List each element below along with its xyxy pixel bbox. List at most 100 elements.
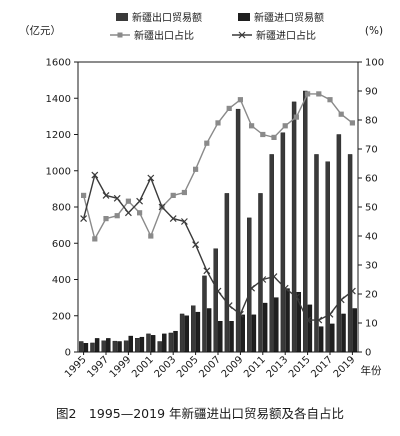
import-share-point [225, 302, 233, 310]
legend-import-bar-swatch [238, 13, 250, 21]
right-tick-label: 60 [365, 174, 378, 185]
export-bar [79, 341, 84, 353]
import-share-point [169, 215, 177, 223]
x-axis-title: 年份 [361, 364, 382, 377]
export-share-point [349, 120, 355, 126]
left-tick-label: 400 [52, 275, 71, 286]
import-bar [94, 338, 100, 353]
right-tick-label: 50 [365, 203, 378, 214]
left-tick-label: 1200 [46, 130, 71, 141]
import-share-point [337, 296, 345, 304]
import-bar [296, 291, 301, 353]
export-bar [247, 217, 252, 353]
import-bar [83, 343, 89, 353]
import-bar [206, 308, 212, 353]
import-share-point [281, 284, 289, 292]
left-tick-label: 1600 [46, 58, 71, 69]
import-share-point [113, 194, 121, 202]
export-bar [291, 101, 297, 353]
export-share-point [237, 97, 243, 103]
export-bar [146, 333, 151, 353]
export-share-point [193, 166, 199, 172]
right-tick-label: 0 [365, 348, 371, 359]
import-bar [285, 288, 290, 353]
export-share-point [204, 140, 210, 146]
export-share-point [271, 134, 277, 140]
export-bar [157, 341, 162, 353]
import-bar [128, 335, 133, 353]
legend-export-bar-label: 新疆出口贸易额 [132, 11, 202, 24]
import-share-point [158, 203, 166, 211]
export-bar [179, 313, 185, 353]
export-bar [224, 193, 230, 353]
export-share-point [316, 91, 322, 97]
export-bar [347, 154, 353, 353]
export-bar [303, 90, 308, 353]
import-bar [117, 341, 122, 353]
export-share-point [293, 114, 299, 120]
right-tick-label: 80 [365, 116, 378, 127]
legend-export-bar-swatch [116, 13, 128, 21]
import-bar [318, 326, 324, 353]
legend-import-line-marker [238, 31, 246, 39]
import-share-point [136, 197, 144, 205]
import-bar [173, 330, 178, 353]
import-share-point [192, 241, 200, 249]
import-share-point [91, 171, 99, 179]
legend-export-line-label: 新疆出口占比 [134, 29, 194, 42]
import-share-point [248, 284, 256, 292]
import-share-point [259, 276, 267, 283]
import-bar [240, 314, 245, 353]
export-bar [112, 340, 118, 353]
export-bar [280, 132, 286, 353]
import-share-point [348, 287, 356, 295]
right-tick-label: 70 [365, 145, 378, 156]
right-tick-label: 90 [365, 87, 378, 98]
export-share-point [260, 131, 266, 138]
export-share-point [170, 192, 176, 198]
export-bar [325, 161, 330, 353]
export-share-point [148, 233, 154, 239]
import-bar [106, 338, 111, 353]
legend-export-line-marker [117, 32, 123, 38]
export-share-point [338, 111, 344, 117]
import-share-point [315, 316, 323, 324]
plot-area: 0 200 400 600 800 1000 1200 1400 1600 0 10 20 30 40 50… [46, 58, 385, 381]
import-bar [218, 320, 223, 353]
import-share-point [147, 174, 155, 182]
import-bar [352, 308, 357, 353]
right-tick-label: 10 [365, 319, 378, 330]
import-share-point [326, 310, 334, 318]
import-bar [330, 323, 335, 353]
import-share-point [203, 267, 211, 275]
left-tick-label: 800 [52, 203, 71, 214]
left-tick-label: 600 [52, 239, 71, 250]
export-share-point [92, 236, 98, 242]
left-tick-label: 1400 [46, 94, 71, 105]
export-bar [135, 338, 140, 353]
import-bar [229, 320, 234, 353]
right-tick-label: 40 [365, 232, 378, 243]
import-share-point [292, 293, 300, 301]
export-share-point [125, 198, 131, 204]
export-bar [336, 134, 342, 353]
import-bar [139, 336, 145, 353]
legend: 新疆出口贸易额 新疆进口贸易额 新疆出口占比 新疆进口占比 [110, 11, 324, 42]
export-bar [90, 342, 95, 353]
import-share-point [180, 218, 188, 225]
figure-caption: 图2 1995—2019 年新疆进出口贸易额及各自占比 [56, 406, 344, 421]
import-bar [195, 311, 201, 353]
left-axis-title: （亿元） [19, 24, 61, 37]
right-axis-title: (%) [365, 25, 383, 37]
import-bar [262, 302, 268, 353]
import-bar [162, 333, 167, 353]
import-share-point [102, 191, 110, 199]
import-share-point [304, 316, 312, 324]
export-bar [123, 340, 129, 353]
export-bar [168, 332, 174, 353]
export-bar [235, 108, 241, 353]
export-share-point [249, 123, 255, 129]
import-share-point [214, 287, 222, 295]
export-share-point [282, 123, 288, 129]
